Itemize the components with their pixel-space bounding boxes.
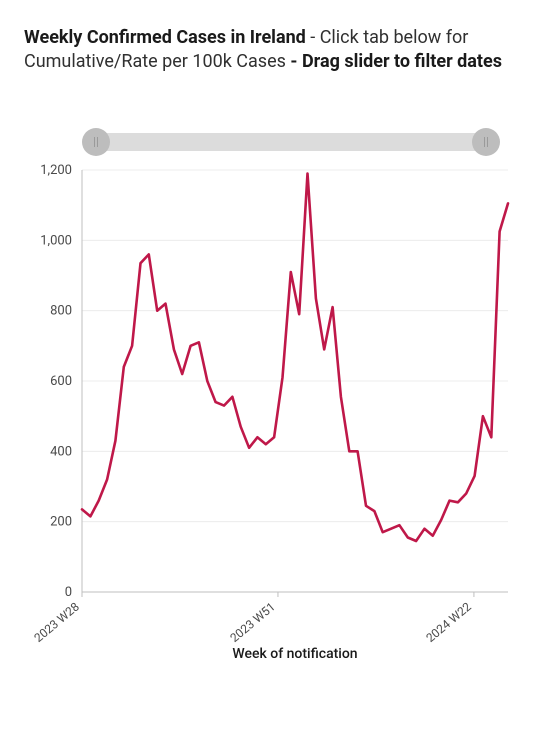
y-axis: 0 200 400 600 800 1,000 1,200 <box>40 163 82 600</box>
y-tick-label: 400 <box>50 444 72 459</box>
y-tick-label: 800 <box>50 304 72 319</box>
x-axis: 2023 W28 2023 W51 2024 W22 <box>31 592 508 645</box>
x-tick-label: 2023 W51 <box>227 600 277 645</box>
slider-handle-right[interactable] <box>472 128 500 156</box>
y-tick-label: 200 <box>50 515 72 530</box>
x-axis-label: Week of notification <box>232 646 357 662</box>
grid-lines <box>82 170 508 592</box>
x-tick-label: 2023 W28 <box>31 599 82 645</box>
title-bold-1: Weekly Confirmed Cases in Ireland <box>24 27 306 48</box>
x-tick-label: 2024 W22 <box>423 599 474 645</box>
data-line <box>82 174 508 542</box>
slider-handle-left[interactable] <box>82 128 110 156</box>
y-tick-label: 1,000 <box>40 233 72 248</box>
chart-title: Weekly Confirmed Cases in Ireland - Clic… <box>0 0 540 75</box>
title-bold-2: - Drag slider to filter dates <box>290 51 502 72</box>
date-range-slider[interactable] <box>82 128 500 156</box>
slider-track[interactable] <box>96 133 486 151</box>
chart-svg: 0 200 400 600 800 1,000 1,200 2023 W28 2023 W51… <box>24 160 516 670</box>
line-chart: 0 200 400 600 800 1,000 1,200 2023 W28 2023 W51… <box>24 160 516 670</box>
y-tick-label: 600 <box>50 374 72 389</box>
y-tick-label: 0 <box>65 585 72 600</box>
page-root: Weekly Confirmed Cases in Ireland - Clic… <box>0 0 540 734</box>
y-tick-label: 1,200 <box>40 163 72 178</box>
